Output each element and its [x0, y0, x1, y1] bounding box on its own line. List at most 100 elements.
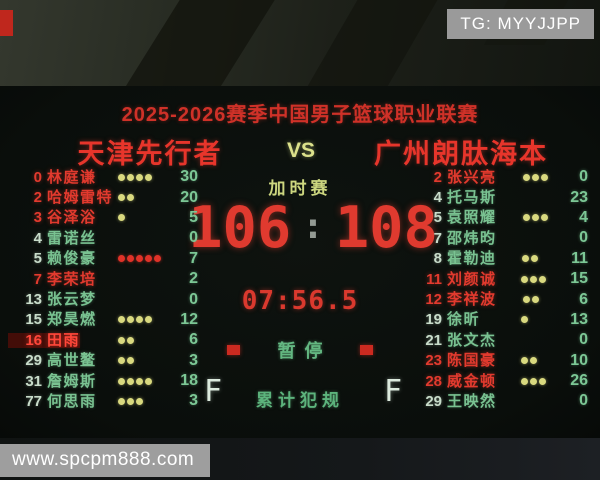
foul-dot [530, 275, 538, 283]
foul-dot [521, 255, 529, 263]
player-row: 13 张云梦 0 [8, 289, 198, 309]
player-id: 15 郑昊燃 [8, 312, 118, 327]
player-id: 11 刘颜诚 [412, 272, 521, 287]
player-name: 田雨 [42, 332, 81, 348]
player-name: 李祥波 [447, 291, 497, 309]
foul-dot [118, 316, 125, 324]
away-roster: 2 张兴亮 0 4 托马斯 23 5 袁照耀 4 7 邵炜昀 0 8 霍勒迪 1… [412, 167, 588, 412]
player-row: 2 张兴亮 0 [412, 167, 588, 187]
player-foul-dots [521, 255, 571, 263]
foul-dot [145, 316, 152, 324]
player-points: 0 [579, 331, 588, 349]
player-points: 0 [579, 168, 588, 186]
player-id: 4 托马斯 [412, 190, 521, 205]
player-points: 7 [189, 249, 198, 267]
player-id: 0 林庭谦 [8, 170, 118, 185]
player-points: 0 [189, 229, 198, 247]
player-points: 26 [570, 372, 588, 390]
player-name: 刘颜诚 [447, 270, 497, 288]
foul-dot [118, 173, 125, 181]
player-foul-dots [523, 173, 573, 181]
player-row: 29 高世鳌 3 [8, 351, 198, 371]
foul-dot [127, 397, 134, 405]
player-number: 29 [425, 392, 442, 410]
player-number: 13 [25, 291, 42, 309]
player-name: 哈姆雷特 [47, 189, 114, 207]
player-number: 7 [433, 229, 442, 247]
player-foul-dots [523, 214, 573, 222]
player-name: 雷诺丝 [47, 229, 97, 247]
player-name: 高世鳌 [47, 352, 97, 370]
player-number: 23 [425, 352, 442, 370]
player-number: 19 [425, 311, 442, 329]
foul-dot [541, 173, 548, 181]
player-number: 4 [33, 229, 42, 247]
player-row: 23 陈国豪 10 [412, 351, 588, 371]
player-id: 7 邵炜昀 [412, 231, 523, 246]
player-row: 8 霍勒迪 11 [412, 249, 588, 269]
player-row: 7 李荣培 2 [8, 269, 198, 289]
player-points: 2 [189, 270, 198, 288]
home-roster: 0 林庭谦 30 2 哈姆雷特 20 3 谷泽浴 5 4 雷诺丝 0 5 赖俊豪… [8, 167, 198, 412]
foul-dot [136, 255, 143, 263]
away-timeout-indicator [360, 345, 373, 355]
player-id: 29 王映然 [412, 394, 523, 409]
player-id: 16 田雨 [8, 332, 118, 348]
player-name: 詹姆斯 [47, 372, 97, 390]
player-foul-dots [521, 377, 570, 385]
away-score: 108 [334, 195, 438, 261]
player-id: 31 詹姆斯 [8, 374, 118, 389]
foul-dot [539, 275, 547, 283]
player-number: 12 [425, 291, 442, 309]
player-number: 11 [426, 270, 442, 288]
foul-dot [530, 255, 538, 263]
foul-dot [521, 316, 529, 324]
led-board [0, 86, 600, 442]
player-points: 0 [579, 392, 588, 410]
player-foul-dots [523, 296, 573, 304]
foul-dot [532, 296, 539, 304]
player-id: 29 高世鳌 [8, 353, 118, 368]
player-row: 4 雷诺丝 0 [8, 228, 198, 248]
foul-dot [530, 357, 538, 365]
player-foul-dots [118, 214, 168, 222]
player-foul-dots [118, 173, 168, 181]
away-team-name: 广州朗肽海本 [374, 139, 548, 169]
foul-dot [118, 377, 125, 385]
player-row: 21 张文杰 0 [412, 330, 588, 350]
foul-dot [136, 377, 143, 385]
player-points: 20 [180, 188, 198, 206]
player-number: 8 [433, 250, 442, 268]
player-foul-dots [118, 336, 168, 344]
player-row: 19 徐昕 13 [412, 310, 588, 330]
player-id: 8 霍勒迪 [412, 251, 522, 266]
player-name: 托马斯 [447, 189, 497, 207]
foul-dot [118, 194, 125, 202]
player-name: 何思雨 [47, 392, 97, 410]
tg-watermark: TG: MYYJJPP [447, 9, 594, 39]
player-number: 7 [33, 270, 42, 288]
foul-dot [523, 214, 530, 222]
game-clock: 07:56.5 [241, 286, 359, 316]
player-foul-dots [118, 255, 168, 263]
foul-dot [154, 255, 161, 263]
home-team-fouls-letter: F [203, 374, 223, 409]
foul-dot [118, 255, 125, 263]
player-foul-dots [118, 316, 168, 324]
player-id: 7 李荣培 [8, 272, 118, 287]
player-number: 31 [25, 372, 42, 390]
player-number: 28 [425, 372, 442, 390]
player-foul-dots [118, 377, 168, 385]
vs-label: VS [286, 139, 315, 162]
foul-dot [530, 377, 538, 385]
foul-dot [118, 397, 125, 405]
foul-dot [127, 194, 134, 202]
player-number: 4 [433, 189, 442, 207]
player-number: 29 [25, 352, 42, 370]
player-number: 16 [8, 332, 42, 348]
player-points: 0 [189, 290, 198, 308]
player-foul-dots [118, 397, 168, 405]
player-points: 18 [180, 372, 198, 390]
player-name: 张云梦 [47, 291, 97, 309]
